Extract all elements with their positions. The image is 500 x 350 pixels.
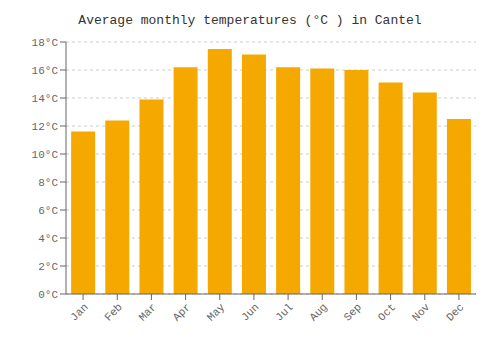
svg-text:18°C: 18°C: [32, 37, 59, 49]
svg-text:6°C: 6°C: [38, 205, 58, 217]
svg-text:May: May: [205, 301, 228, 324]
html-text:Average monthly temperatures (: Average monthly temperatures (°C ) in Ca…: [78, 13, 422, 28]
svg-text:Aug: Aug: [307, 301, 329, 323]
svg-text:14°C: 14°C: [32, 93, 59, 105]
svg-text:4°C: 4°C: [38, 233, 58, 245]
svg-text:12°C: 12°C: [32, 121, 59, 133]
svg-text:Jan: Jan: [68, 301, 90, 323]
svg-text:16°C: 16°C: [32, 65, 59, 77]
svg-text:Nov: Nov: [410, 301, 433, 324]
svg-text:Jun: Jun: [239, 301, 261, 323]
svg-text:Dec: Dec: [444, 301, 466, 323]
svg-text:0°C: 0°C: [38, 289, 58, 301]
svg-text:Apr: Apr: [171, 301, 193, 323]
svg-text:Sep: Sep: [342, 301, 364, 323]
svg-text:Feb: Feb: [102, 301, 124, 323]
svg-text:Oct: Oct: [376, 301, 398, 323]
svg-text:8°C: 8°C: [38, 177, 58, 189]
svg-text:Jul: Jul: [273, 301, 295, 323]
svg-text:Mar: Mar: [137, 301, 159, 323]
svg-text:10°C: 10°C: [32, 149, 59, 161]
svg-text:2°C: 2°C: [38, 261, 58, 273]
